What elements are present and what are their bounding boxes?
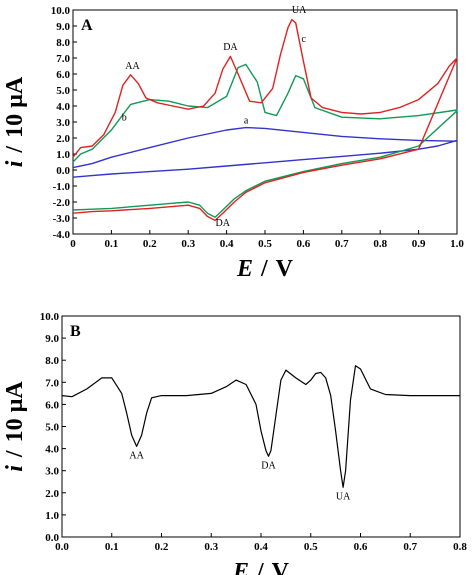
y-tick-label: 4.0 <box>56 101 70 113</box>
y-tick-label: 8.0 <box>45 355 59 367</box>
plot-frame <box>61 315 461 538</box>
annotation-aa: AA <box>125 61 140 72</box>
x-axis-separator: / <box>260 256 268 282</box>
y-axis-separator: / <box>2 146 28 154</box>
y-tick-label: 7.0 <box>45 377 59 389</box>
y-tick-label: -2.0 <box>53 197 71 209</box>
series-label-c: c <box>301 34 306 45</box>
annotation-ua: UA <box>292 5 307 16</box>
y-tick-label: 2.0 <box>45 488 59 500</box>
y-tick-label: 4.0 <box>45 444 59 456</box>
y-axis-unit: 10 µA <box>2 381 28 443</box>
panel-label: A <box>81 17 93 34</box>
y-tick-label: 0.0 <box>45 532 59 544</box>
x-axis-symbol: E <box>232 559 249 575</box>
y-tick-label: 1.0 <box>45 510 59 522</box>
x-tick-label: 0.5 <box>258 238 272 250</box>
y-tick-label: 9.0 <box>56 21 70 33</box>
y-tick-label: -4.0 <box>53 229 71 241</box>
panel-label: B <box>70 323 81 340</box>
x-axis-label: E / V <box>232 559 290 575</box>
y-tick-label: 2.0 <box>56 133 70 145</box>
x-tick-label: 0.5 <box>304 541 318 553</box>
y-tick-label: 9.0 <box>45 333 59 345</box>
x-tick-label: 0 <box>70 238 76 250</box>
x-tick-label: 1.0 <box>450 238 464 250</box>
x-tick-label: 0.3 <box>204 541 218 553</box>
y-tick-label: 3.0 <box>45 466 59 478</box>
y-tick-label: 10.0 <box>40 311 60 323</box>
y-tick-label: 8.0 <box>56 37 70 49</box>
x-tick-label: 0.1 <box>105 238 119 250</box>
series-label-a: a <box>244 116 249 127</box>
series-c-line <box>72 18 458 222</box>
y-tick-label: 0.0 <box>56 165 70 177</box>
y-tick-label: 5.0 <box>56 85 70 97</box>
x-tick-label: 0.7 <box>335 238 349 250</box>
y-tick-label: 3.0 <box>56 117 70 129</box>
series-line <box>61 365 460 488</box>
y-tick-label: 7.0 <box>56 53 70 65</box>
series-a-line <box>72 126 458 178</box>
plot-frame <box>72 9 458 235</box>
x-axis-label: E / V <box>236 256 294 282</box>
y-tick-label: 5.0 <box>45 422 59 434</box>
x-tick-label: 0.8 <box>373 238 387 250</box>
x-tick-label: 0.2 <box>155 541 169 553</box>
y-tick-label: 6.0 <box>45 399 59 411</box>
y-axis-unit: 10 µA <box>2 76 28 138</box>
y-tick-label: -1.0 <box>53 181 71 193</box>
panel-a: 0 0.1 0.2 0.3 0.4 0.5 0.6 0.7 0.8 0.9 1.0 -4.0 -3.0 -… <box>2 5 464 282</box>
x-tick-label: 0.4 <box>220 238 234 250</box>
x-tick-label: 0.9 <box>412 238 426 250</box>
x-tick-label: 0.7 <box>403 541 417 553</box>
x-tick-label: 0.4 <box>254 541 268 553</box>
x-tick-label: 0.6 <box>354 541 368 553</box>
x-tick-label: 0.6 <box>297 238 311 250</box>
y-tick-label: 1.0 <box>56 149 70 161</box>
y-axis-symbol: i <box>2 160 28 167</box>
annotation-da-cathodic: DA <box>216 218 231 229</box>
x-axis-separator: / <box>256 559 264 575</box>
x-tick-label: 0.2 <box>143 238 157 250</box>
panel-b: 0.0 0.1 0.2 0.3 0.4 0.5 0.6 0.7 0.8 0.0 1.0 2.0 3.0 4… <box>2 311 467 575</box>
y-axis-symbol: i <box>2 465 28 472</box>
x-tick-label: 0.3 <box>181 238 195 250</box>
series-b-line <box>72 63 458 218</box>
y-tick-label: -3.0 <box>53 213 71 225</box>
x-tick-label: 0.1 <box>105 541 119 553</box>
annotation-da-anodic: DA <box>223 42 238 53</box>
y-axis-label: i / 10 µA <box>2 381 28 472</box>
x-axis-unit: V <box>276 256 294 282</box>
x-tick-label: 0.8 <box>453 541 467 553</box>
x-axis-unit: V <box>272 559 290 575</box>
y-axis-separator: / <box>2 450 28 458</box>
x-tick-label: 0.0 <box>55 541 69 553</box>
y-axis-label: i / 10 µA <box>2 76 28 167</box>
y-tick-label: 10.0 <box>51 5 71 17</box>
annotation-aa: AA <box>129 451 144 462</box>
x-axis-symbol: E <box>236 256 253 282</box>
y-tick-label: 6.0 <box>56 69 70 81</box>
annotation-da: DA <box>261 460 276 471</box>
series-label-b: b <box>122 112 127 123</box>
annotation-ua: UA <box>336 491 351 502</box>
